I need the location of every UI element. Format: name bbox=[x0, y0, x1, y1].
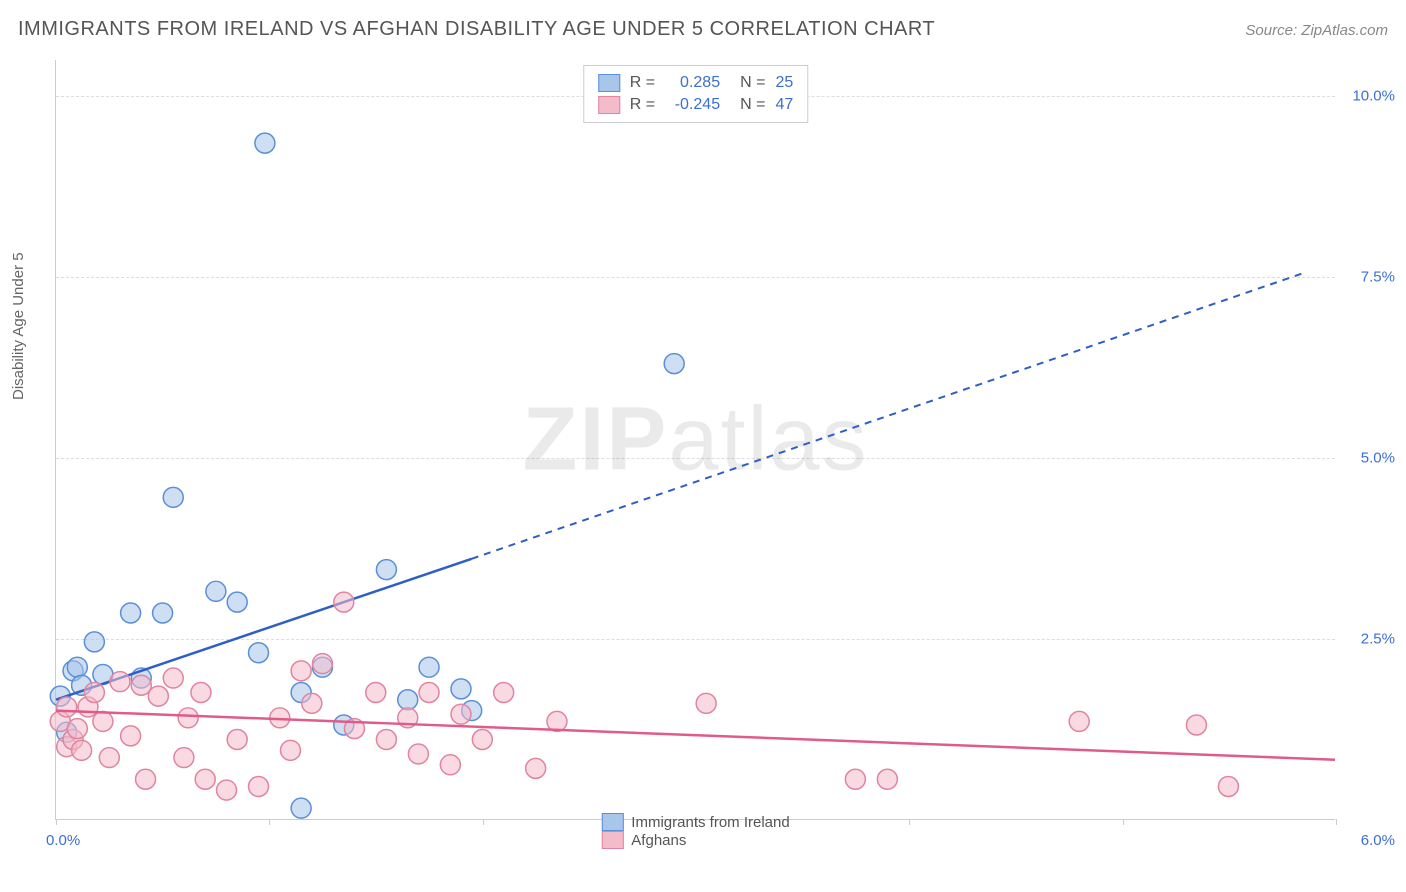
data-point bbox=[398, 690, 418, 710]
data-point bbox=[174, 748, 194, 768]
data-point bbox=[206, 581, 226, 601]
data-point bbox=[227, 592, 247, 612]
data-point bbox=[472, 729, 492, 749]
n-label: N = bbox=[740, 96, 765, 114]
data-point bbox=[419, 683, 439, 703]
data-point bbox=[1069, 711, 1089, 731]
data-point bbox=[376, 560, 396, 580]
x-tick bbox=[1336, 819, 1337, 825]
data-point bbox=[148, 686, 168, 706]
data-point bbox=[67, 657, 87, 677]
data-point bbox=[84, 683, 104, 703]
data-point bbox=[1218, 776, 1238, 796]
data-point bbox=[178, 708, 198, 728]
data-point bbox=[136, 769, 156, 789]
data-point bbox=[163, 668, 183, 688]
r-label: R = bbox=[630, 96, 655, 114]
y-tick-label: 10.0% bbox=[1352, 88, 1395, 105]
data-point bbox=[121, 603, 141, 623]
data-point bbox=[291, 661, 311, 681]
n-value: 25 bbox=[775, 74, 793, 92]
data-point bbox=[334, 592, 354, 612]
data-point bbox=[191, 683, 211, 703]
data-point bbox=[67, 719, 87, 739]
data-point bbox=[408, 744, 428, 764]
r-value: 0.285 bbox=[665, 74, 720, 92]
data-point bbox=[312, 654, 332, 674]
data-point bbox=[249, 643, 269, 663]
data-point bbox=[376, 729, 396, 749]
data-point bbox=[163, 487, 183, 507]
scatter-svg bbox=[56, 60, 1335, 819]
legend-swatch bbox=[598, 74, 620, 92]
source-attribution: Source: ZipAtlas.com bbox=[1245, 22, 1388, 39]
series-legend: Immigrants from IrelandAfghans bbox=[601, 813, 789, 849]
data-point bbox=[110, 672, 130, 692]
y-tick-label: 5.0% bbox=[1361, 450, 1395, 467]
legend-item: Afghans bbox=[601, 831, 789, 849]
legend-row: R = -0.245 N = 47 bbox=[598, 94, 793, 116]
data-point bbox=[249, 776, 269, 796]
data-point bbox=[1186, 715, 1206, 735]
data-point bbox=[280, 740, 300, 760]
data-point bbox=[153, 603, 173, 623]
header: IMMIGRANTS FROM IRELAND VS AFGHAN DISABI… bbox=[18, 18, 1388, 41]
data-point bbox=[99, 748, 119, 768]
data-point bbox=[419, 657, 439, 677]
data-point bbox=[696, 693, 716, 713]
r-label: R = bbox=[630, 74, 655, 92]
x-axis-min-label: 0.0% bbox=[46, 832, 80, 849]
chart-plot-area: 2.5%5.0%7.5%10.0% ZIPatlas R =0.285N =25… bbox=[55, 60, 1335, 820]
legend-label: Immigrants from Ireland bbox=[631, 814, 789, 831]
legend-label: Afghans bbox=[631, 832, 686, 849]
trend-line bbox=[56, 711, 1335, 760]
trend-line-extrapolated bbox=[472, 273, 1303, 559]
data-point bbox=[195, 769, 215, 789]
legend-swatch bbox=[598, 96, 620, 114]
data-point bbox=[664, 354, 684, 374]
x-tick bbox=[269, 819, 270, 825]
data-point bbox=[72, 740, 92, 760]
x-axis-max-label: 6.0% bbox=[1361, 832, 1395, 849]
y-tick-label: 2.5% bbox=[1361, 631, 1395, 648]
data-point bbox=[227, 729, 247, 749]
legend-item: Immigrants from Ireland bbox=[601, 813, 789, 831]
x-tick bbox=[56, 819, 57, 825]
data-point bbox=[302, 693, 322, 713]
data-point bbox=[845, 769, 865, 789]
legend-swatch bbox=[601, 813, 623, 831]
data-point bbox=[121, 726, 141, 746]
data-point bbox=[366, 683, 386, 703]
data-point bbox=[291, 798, 311, 818]
data-point bbox=[440, 755, 460, 775]
data-point bbox=[255, 133, 275, 153]
x-tick bbox=[909, 819, 910, 825]
x-tick bbox=[483, 819, 484, 825]
y-axis-label: Disability Age Under 5 bbox=[10, 252, 27, 400]
y-tick-label: 7.5% bbox=[1361, 269, 1395, 286]
r-value: -0.245 bbox=[665, 96, 720, 114]
data-point bbox=[451, 704, 471, 724]
data-point bbox=[526, 758, 546, 778]
data-point bbox=[93, 711, 113, 731]
legend-swatch bbox=[601, 831, 623, 849]
legend-row: R = 0.285 N = 25 bbox=[598, 72, 793, 94]
n-value: 47 bbox=[775, 96, 793, 114]
data-point bbox=[494, 683, 514, 703]
correlation-legend: R = 0.285 N = 25 R = -0.245 N = 47 bbox=[583, 65, 808, 123]
data-point bbox=[877, 769, 897, 789]
data-point bbox=[131, 675, 151, 695]
data-point bbox=[217, 780, 237, 800]
data-point bbox=[57, 697, 77, 717]
page-title: IMMIGRANTS FROM IRELAND VS AFGHAN DISABI… bbox=[18, 18, 935, 41]
n-label: N = bbox=[740, 74, 765, 92]
data-point bbox=[84, 632, 104, 652]
x-tick bbox=[1123, 819, 1124, 825]
data-point bbox=[451, 679, 471, 699]
